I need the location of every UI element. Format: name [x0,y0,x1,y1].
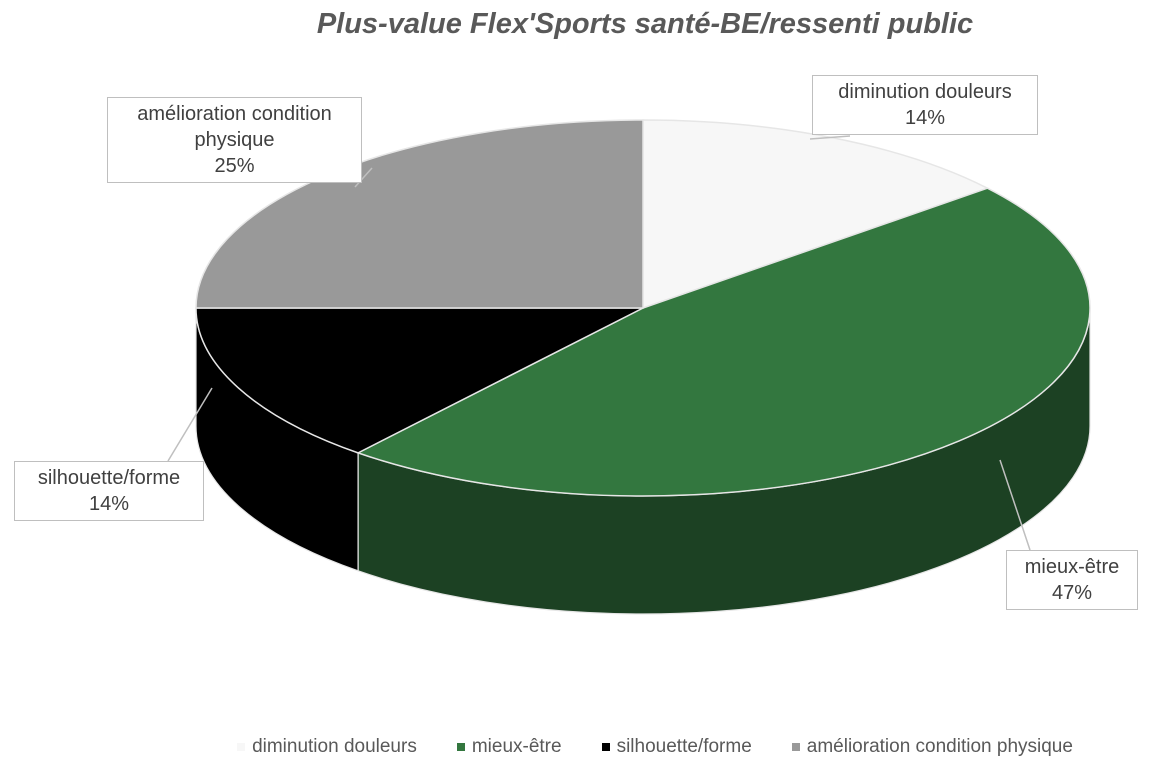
legend-label: mieux-être [471,736,562,757]
legend-label: diminution douleurs [252,736,417,757]
leader-line [809,135,851,140]
data-label: diminution douleurs 14% [812,75,1038,135]
data-label-name: diminution douleurs [838,81,1012,103]
legend-swatch [791,743,800,751]
data-label-value: 14% [88,493,130,515]
data-label-name: mieux-être [1024,556,1120,578]
legend-item: mieux-être [456,736,562,758]
legend: diminution douleurs mieux-être silhouette/… [0,736,1169,758]
data-label: silhouette/forme 14% [14,461,204,521]
data-label-value: 47% [1051,582,1093,604]
legend-item: diminution douleurs [237,736,417,758]
data-label: amélioration condition physique 25% [107,97,362,183]
legend-swatch [456,743,465,751]
slice [356,187,1091,497]
data-label-name: amélioration condition physique [137,103,332,151]
data-label-value: 25% [214,155,255,177]
leader-line [354,167,373,188]
legend-label: silhouette/forme [616,736,752,757]
legend-item: amélioration condition physique [791,736,1073,758]
slice [195,307,644,454]
legend-swatch [601,743,610,751]
data-label-value: 14% [904,107,946,129]
leader-line [999,459,1031,551]
legend-item: silhouette/forme [601,736,752,758]
leader-line [167,387,213,462]
data-label-name: silhouette/forme [37,467,181,489]
chart-title: Plus-value Flex'Sports santé-BE/ressenti… [316,8,974,40]
data-label: mieux-être 47% [1006,550,1138,610]
legend-label: amélioration condition physique [806,736,1073,757]
legend-swatch [237,743,246,751]
